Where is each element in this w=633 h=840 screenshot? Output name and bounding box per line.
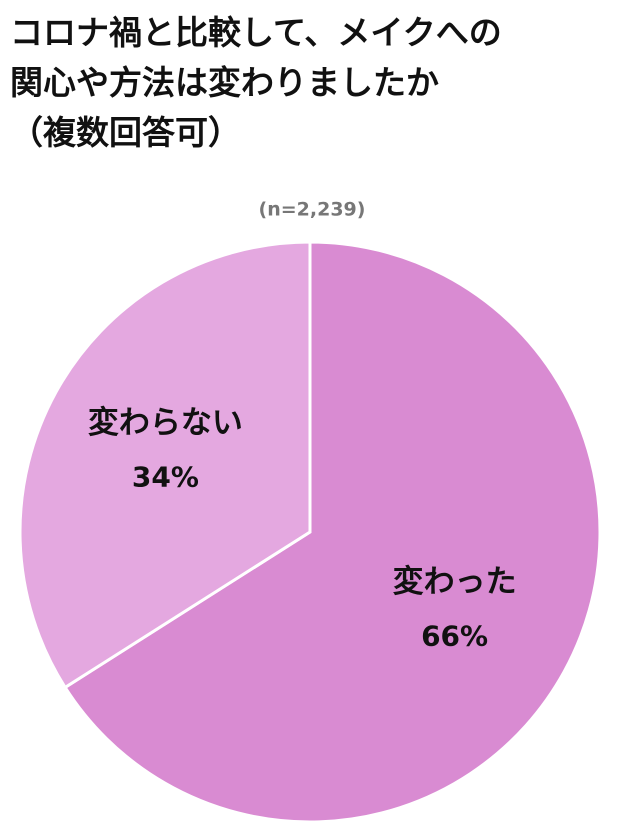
pie-slice — [63, 240, 602, 824]
slice-label: 変わった — [393, 564, 517, 600]
value-label: 34% — [132, 461, 199, 494]
slice-label: 変わらない — [88, 405, 243, 441]
value-label: 66% — [421, 619, 488, 652]
chart-title: コロナ禍と比較して、メイクへの 関心や方法は変わりましたか （複数回答可） — [10, 13, 502, 152]
pie-slice — [18, 240, 312, 690]
chart-subtitle: (n=2,239) — [259, 199, 366, 221]
